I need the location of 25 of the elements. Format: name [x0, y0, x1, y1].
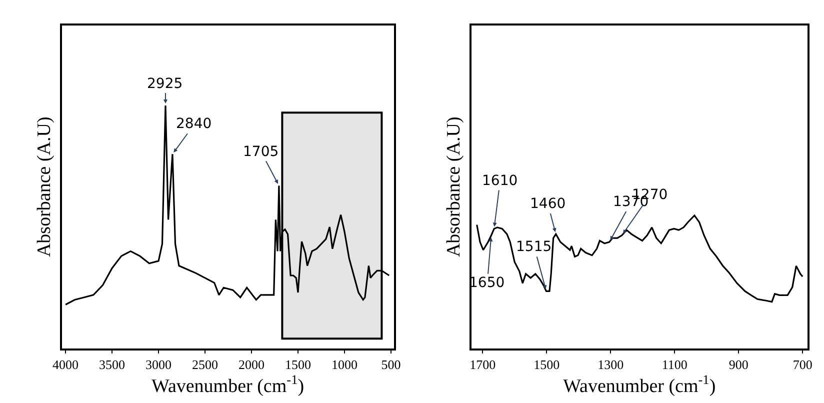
x-tick-label: 1700	[470, 356, 496, 372]
x-tick-label: 900	[728, 356, 748, 372]
x-tick-label: 2000	[238, 356, 265, 372]
x-axis-title: Wavenumber (cm$^{-1}$)	[152, 372, 304, 397]
x-tick-label: 4000	[52, 356, 79, 372]
x-tick-label: 2500	[192, 356, 218, 372]
x-tick-label: 1000	[332, 356, 358, 372]
x-tick-label: 1300	[598, 356, 624, 372]
y-axis-title: Absorbance (A.U)	[444, 116, 465, 258]
annotation: 1610	[482, 173, 518, 189]
y-axis-title: Absorbance (A.U)	[34, 116, 56, 258]
annotation: 1705	[243, 144, 279, 160]
x-tick-label: 1100	[662, 356, 688, 372]
annotation: 2840	[176, 116, 212, 132]
x-tick-label: 3500	[99, 356, 126, 372]
annotation: 2925	[147, 76, 183, 92]
x-tick-label: 500	[381, 356, 401, 372]
x-axis-title: Wavenumber (cm$^{-1}$)	[563, 372, 716, 397]
x-tick-label: 700	[792, 356, 812, 372]
annotation: 1650	[469, 275, 505, 291]
x-tick-label: 1500	[534, 356, 560, 372]
annotation: 1460	[530, 196, 566, 212]
x-tick-label: 1500	[285, 356, 312, 372]
annotation: 1515	[516, 239, 552, 255]
x-tick-label: 3000	[146, 356, 172, 372]
